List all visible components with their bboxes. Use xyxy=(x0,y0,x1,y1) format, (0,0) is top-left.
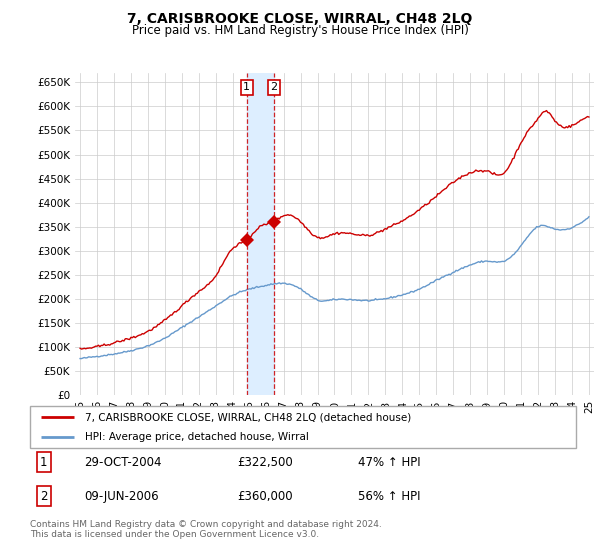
Text: Price paid vs. HM Land Registry's House Price Index (HPI): Price paid vs. HM Land Registry's House … xyxy=(131,24,469,36)
Text: 1: 1 xyxy=(40,456,47,469)
Text: 47% ↑ HPI: 47% ↑ HPI xyxy=(358,456,420,469)
Text: 56% ↑ HPI: 56% ↑ HPI xyxy=(358,490,420,503)
Text: 7, CARISBROOKE CLOSE, WIRRAL, CH48 2LQ (detached house): 7, CARISBROOKE CLOSE, WIRRAL, CH48 2LQ (… xyxy=(85,412,411,422)
Text: HPI: Average price, detached house, Wirral: HPI: Average price, detached house, Wirr… xyxy=(85,432,308,442)
Text: 2: 2 xyxy=(271,82,278,92)
Text: £322,500: £322,500 xyxy=(238,456,293,469)
Text: 09-JUN-2006: 09-JUN-2006 xyxy=(85,490,159,503)
Text: Contains HM Land Registry data © Crown copyright and database right 2024.
This d: Contains HM Land Registry data © Crown c… xyxy=(30,520,382,539)
Text: 29-OCT-2004: 29-OCT-2004 xyxy=(85,456,162,469)
Text: 7, CARISBROOKE CLOSE, WIRRAL, CH48 2LQ: 7, CARISBROOKE CLOSE, WIRRAL, CH48 2LQ xyxy=(127,12,473,26)
Bar xyxy=(247,73,274,395)
Text: 1: 1 xyxy=(244,82,250,92)
Text: 2: 2 xyxy=(40,490,47,503)
Text: £360,000: £360,000 xyxy=(238,490,293,503)
